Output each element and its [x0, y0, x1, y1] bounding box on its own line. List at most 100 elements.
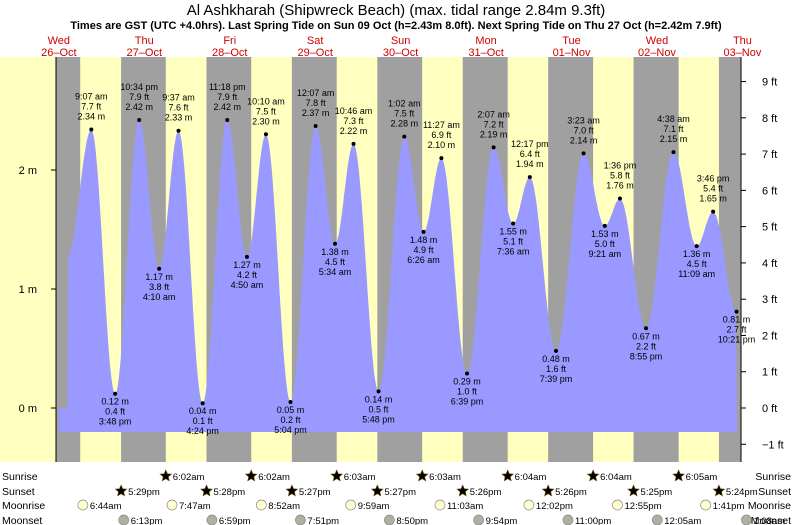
moonset-moon-icon — [295, 514, 306, 525]
moonrise-moon-icon — [434, 499, 446, 511]
low-tide-label: 6:26 am — [407, 255, 440, 265]
y-tick-label-ft: 8 ft — [762, 113, 777, 125]
low-tide-label: 9:21 am — [589, 249, 622, 259]
moonrise-time: 1:41pm — [713, 501, 745, 512]
low-tide-label: 0.4 ft — [105, 407, 126, 417]
high-tide-label: 2.42 m — [213, 102, 241, 112]
moonrise-moon-icon — [166, 499, 178, 511]
sunset-time: 5:27pm — [299, 487, 331, 498]
low-tide-point — [734, 309, 739, 314]
low-tide-label: 1.48 m — [410, 235, 438, 245]
low-tide-point — [157, 266, 162, 271]
row-label-right-sunset: Sunset — [758, 486, 791, 498]
sunrise-time: 6:02am — [173, 472, 205, 483]
low-tide-label: 0.04 m — [189, 406, 217, 416]
high-tide-label: 7.5 ft — [394, 109, 415, 119]
day-name: Wed — [646, 35, 668, 47]
high-tide-label: 12:07 am — [297, 88, 335, 98]
y-tick-label-m: 1 m — [19, 284, 37, 296]
high-tide-label: 3:46 pm — [697, 174, 730, 184]
day-name: Fri — [223, 35, 236, 47]
low-tide-label: 5:34 am — [319, 267, 352, 277]
sunrise-star-icon — [244, 469, 258, 482]
low-tide-label: 1.0 ft — [457, 386, 478, 396]
sunrise-time: 6:04am — [515, 472, 547, 483]
y-tick-label-ft: 9 ft — [762, 77, 777, 89]
moonset-moon-icon — [206, 514, 218, 525]
sunset-time: 5:26pm — [555, 487, 587, 498]
high-tide-point — [225, 118, 230, 123]
day-name: Tue — [562, 35, 581, 47]
low-tide-label: 1.55 m — [499, 227, 527, 237]
day-date: 31–Oct — [468, 47, 503, 59]
moonrise-moon-icon — [523, 499, 535, 511]
row-label-right-moonrise: Moonrise — [748, 500, 791, 512]
day-date: 02–Nov — [638, 47, 676, 59]
day-name: Wed — [48, 35, 70, 47]
row-label-right-sunrise: Sunrise — [755, 471, 791, 483]
low-tide-point — [554, 348, 559, 353]
low-tide-label: 7:36 am — [497, 247, 530, 257]
y-tick-label-ft: 4 ft — [762, 258, 777, 270]
day-name: Thu — [135, 35, 154, 47]
low-tide-label: 7:39 pm — [540, 374, 573, 384]
sunset-star-icon — [541, 484, 555, 497]
high-tide-label: 2.42 m — [125, 102, 153, 112]
low-tide-label: 4.5 ft — [325, 257, 346, 267]
low-tide-label: 1.6 ft — [546, 364, 567, 374]
day-date: 26–Oct — [41, 47, 76, 59]
high-tide-label: 2.30 m — [252, 116, 280, 126]
low-tide-point — [602, 223, 607, 228]
low-tide-label: 1.36 m — [683, 249, 711, 259]
high-tide-label: 7.9 ft — [217, 92, 238, 102]
high-tide-label: 4:38 am — [657, 114, 690, 124]
sunset-time: 5:26pm — [470, 487, 502, 498]
y-tick-label-m: 0 m — [19, 403, 37, 415]
sunrise-star-icon — [672, 469, 686, 482]
low-tide-label: 0.81 m — [723, 315, 751, 325]
low-tide-label: 0.1 ft — [193, 416, 214, 426]
low-tide-label: 4.9 ft — [414, 245, 435, 255]
high-tide-point — [527, 175, 532, 180]
moonset-moon-icon — [118, 514, 130, 525]
high-tide-point — [263, 132, 268, 137]
day-date: 29–Oct — [297, 47, 332, 59]
moonrise-moon-icon — [77, 499, 89, 511]
low-tide-label: 4.2 ft — [237, 270, 258, 280]
moonrise-moon-icon — [612, 499, 623, 511]
moonset-time: 12:05am — [664, 516, 701, 525]
day-date: 01–Nov — [553, 47, 591, 59]
high-tide-label: 2.22 m — [340, 126, 368, 136]
chart-subtitle: Times are GST (UTC +4.0hrs). Last Spring… — [70, 20, 722, 32]
moonrise-time: 12:55pm — [625, 501, 662, 512]
row-label-sunset: Sunset — [2, 486, 35, 498]
high-tide-label: 2.37 m — [302, 108, 330, 118]
low-tide-label: 8:55 pm — [630, 351, 663, 361]
y-tick-label-ft: 1 ft — [762, 367, 777, 379]
moonset-time: 9:54pm — [486, 516, 518, 525]
low-tide-point — [694, 244, 699, 249]
high-tide-label: 7.7 ft — [81, 102, 102, 112]
sunrise-time: 6:05am — [686, 472, 718, 483]
high-tide-point — [402, 134, 407, 139]
sunset-time: 5:29pm — [128, 487, 160, 498]
low-tide-label: 0.29 m — [453, 376, 481, 386]
row-label-sunrise: Sunrise — [2, 471, 38, 483]
high-tide-label: 5.4 ft — [703, 184, 724, 194]
low-tide-label: 0.48 m — [542, 354, 570, 364]
high-tide-label: 6.9 ft — [431, 130, 452, 140]
low-tide-label: 11:09 am — [678, 269, 715, 279]
y-tick-label-ft: 2 ft — [762, 330, 777, 342]
sunrise-star-icon — [501, 469, 515, 482]
high-tide-label: 9:07 am — [75, 92, 108, 102]
low-tide-label: 0.2 ft — [280, 415, 301, 425]
y-tick-label-ft: 7 ft — [762, 149, 777, 161]
sunrise-star-icon — [330, 469, 344, 482]
day-name: Sun — [391, 35, 411, 47]
low-tide-label: 4:50 am — [231, 280, 264, 290]
high-tide-label: 2.14 m — [570, 135, 598, 145]
low-tide-label: 4:10 am — [143, 292, 176, 302]
moonrise-time: 8:52am — [268, 501, 300, 512]
sunrise-star-icon — [586, 469, 600, 482]
